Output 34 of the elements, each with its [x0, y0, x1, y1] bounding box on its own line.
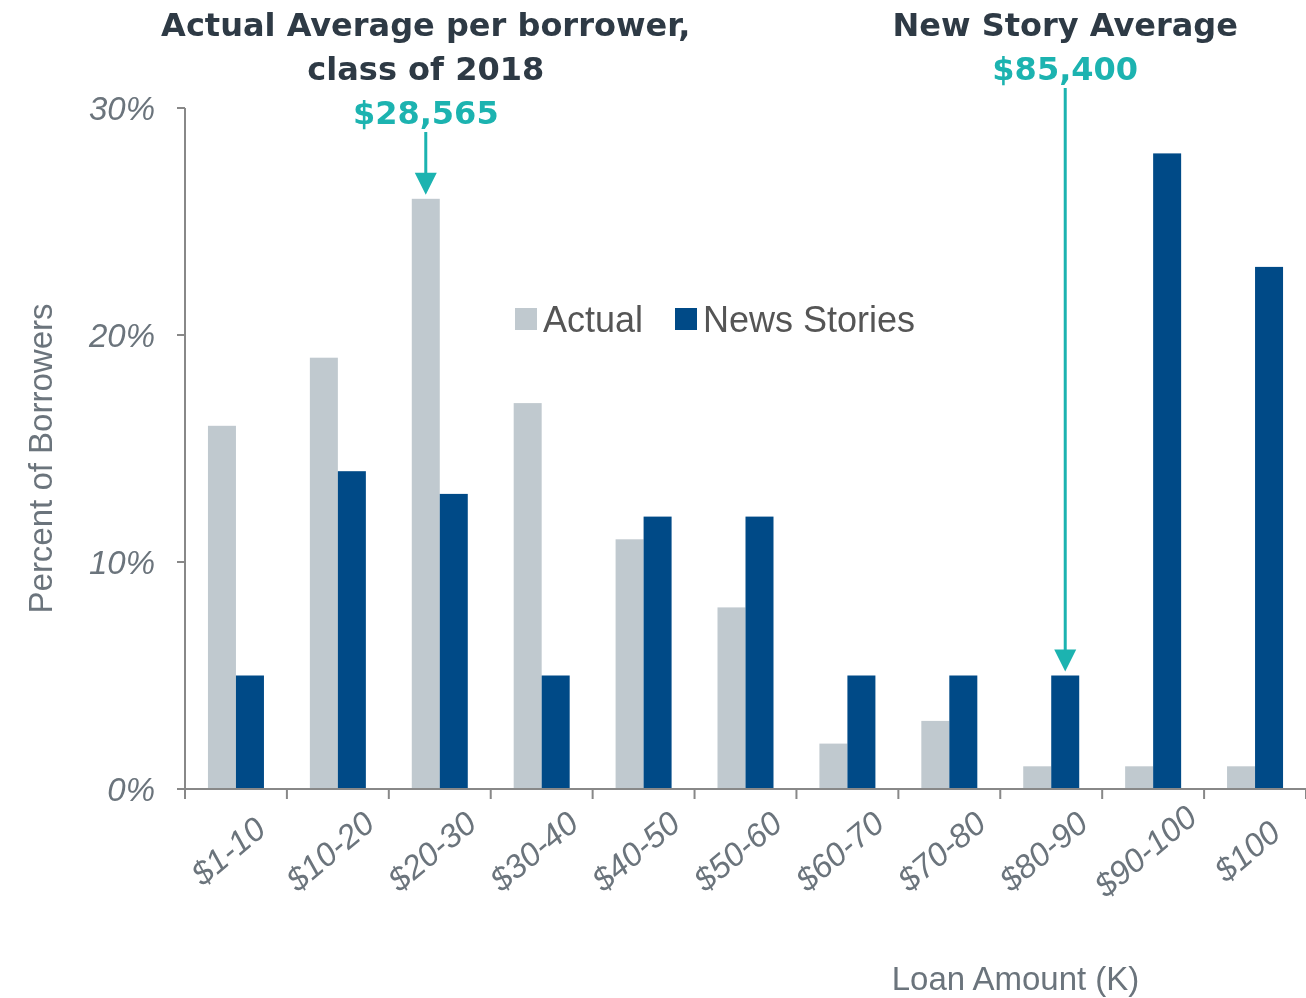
bar — [411, 198, 440, 789]
bar — [235, 675, 264, 789]
bar — [949, 675, 978, 789]
y-tick-label: 0% — [107, 770, 155, 808]
bar — [1153, 153, 1182, 789]
legend-label: Actual — [543, 298, 644, 340]
bar — [847, 675, 876, 789]
bar — [643, 516, 672, 789]
y-tick-label: 10% — [88, 543, 155, 581]
bar — [541, 675, 570, 789]
legend-label: News Stories — [703, 298, 916, 340]
bar — [207, 425, 236, 789]
x-axis-title: Loan Amount (K) — [891, 960, 1140, 997]
bar — [1125, 766, 1154, 789]
y-axis-title: Percent of Borrowers — [22, 303, 59, 614]
bar — [1051, 675, 1080, 789]
bar — [337, 471, 366, 789]
bar — [819, 743, 848, 789]
bar — [1227, 766, 1256, 789]
bar — [717, 607, 746, 789]
bar — [1023, 766, 1052, 789]
bar — [615, 539, 644, 789]
bar — [513, 403, 542, 789]
bar — [309, 357, 338, 789]
bar — [745, 516, 774, 789]
bar — [439, 493, 468, 789]
text: Actual Average per borrower, class of 2018 — [161, 6, 691, 88]
text: $85,400 — [992, 50, 1139, 88]
text: New Story Average — [892, 6, 1238, 44]
annotation: $28,565 — [352, 94, 499, 132]
bar — [1255, 266, 1284, 789]
y-tick-label: 20% — [87, 316, 155, 354]
y-tick-label: 30% — [88, 89, 155, 127]
bar — [921, 720, 950, 789]
